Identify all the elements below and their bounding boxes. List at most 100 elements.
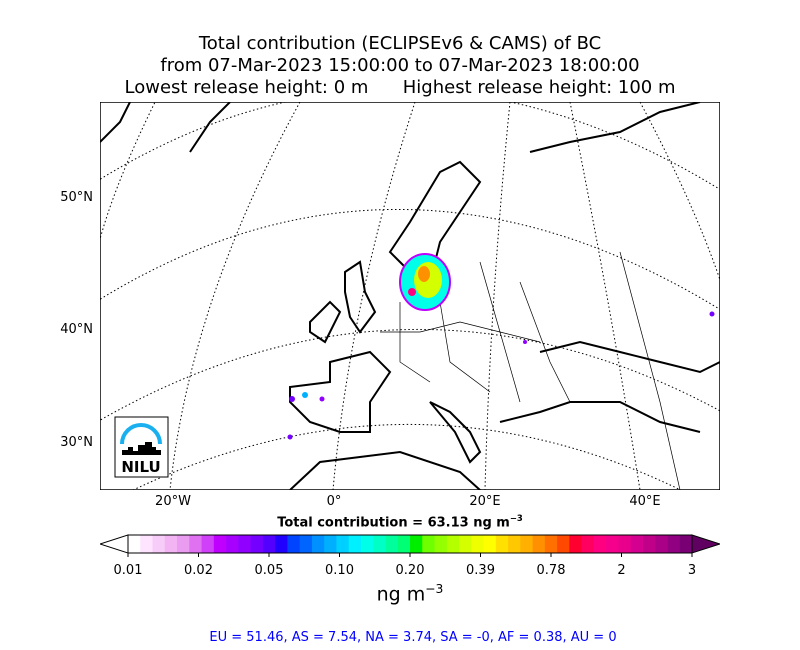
- colorbar-segment: [299, 535, 313, 553]
- region-summary: EU = 51.46, AS = 7.54, NA = 3.74, SA = -…: [209, 630, 617, 645]
- unit-exponent: −3: [425, 582, 444, 596]
- colorbar-segment: [128, 535, 141, 553]
- italy: [429, 401, 482, 464]
- colorbar-segment: [250, 535, 264, 553]
- colorbar-under-arrow: [100, 534, 129, 554]
- country-borders: [380, 251, 681, 490]
- colorbar-segment: [679, 535, 693, 553]
- logo-text: NILU: [121, 458, 160, 476]
- graticule: [100, 102, 720, 490]
- meridian-20w: [169, 102, 301, 490]
- colorbar-unit: ng m−3: [0, 582, 800, 605]
- colorbar-segment: [373, 535, 386, 553]
- colorbar-segment: [422, 535, 436, 553]
- colorbar-segment: [655, 535, 668, 553]
- colorbar-segment: [213, 535, 227, 553]
- meridian-20e: [484, 102, 511, 490]
- lon-label-20w: 20°W: [155, 494, 191, 509]
- colorbar-title-text: Total contribution = 63.13 ng m: [277, 515, 510, 531]
- colorbar-segment: [630, 535, 644, 553]
- colorbar-segment: [459, 535, 472, 553]
- colorbar-segment: [495, 535, 509, 553]
- colorbar-segment: [348, 535, 362, 553]
- title-line-3: Lowest release height: 0 m Highest relea…: [124, 77, 676, 98]
- meridian-0: [332, 102, 416, 490]
- concentration-plume: [287, 253, 715, 440]
- colorbar-segment: [446, 535, 460, 553]
- colorbar-segment: [262, 535, 276, 553]
- colorbar-segment: [336, 535, 350, 553]
- colorbar: [100, 534, 720, 557]
- colorbar-segment: [606, 535, 619, 553]
- great-britain: [344, 260, 377, 334]
- meridian-40w: [100, 102, 156, 242]
- colorbar-segment: [569, 535, 583, 553]
- lat-label-30n: 30°N: [60, 435, 93, 450]
- ireland: [309, 300, 342, 344]
- colorbar-segment: [385, 535, 399, 553]
- meridian-40e: [569, 102, 641, 490]
- colorbar-segment: [177, 535, 190, 553]
- colorbar-tick-label: 0.10: [325, 563, 354, 578]
- logo-arc: [120, 423, 162, 445]
- colorbar-segment: [201, 535, 215, 553]
- colorbar-segment: [544, 535, 558, 553]
- colorbar-segment: [275, 535, 288, 553]
- colorbar-segment: [593, 535, 607, 553]
- colorbar-segment: [287, 535, 301, 553]
- colorbar-segment: [397, 535, 411, 553]
- colorbar-tick-label: 3: [687, 563, 697, 578]
- colorbar-segment: [140, 535, 154, 553]
- parallel-50n: [100, 209, 720, 311]
- colorbar-segment: [226, 535, 239, 553]
- colorbar-segment: [532, 535, 546, 553]
- colorbar-tick-label: 0.78: [536, 563, 566, 578]
- parallel-30n: [132, 423, 682, 490]
- colorbar-over-arrow: [691, 534, 720, 554]
- lon-label-40e: 40°E: [629, 494, 661, 509]
- colorbar-segment: [520, 535, 534, 553]
- colorbar-segment: [508, 535, 521, 553]
- colorbar-segment: [238, 535, 252, 553]
- lat-label-40n: 40°N: [60, 322, 93, 337]
- colorbar-segment: [311, 535, 325, 553]
- unit-text: ng m: [376, 583, 426, 606]
- colorbar-segment: [557, 535, 570, 553]
- colorbar-segment: [152, 535, 166, 553]
- meridian-60e: [639, 102, 720, 282]
- lon-label-0: 0°: [326, 494, 342, 509]
- colorbar-tick-label: 0.05: [254, 563, 284, 578]
- lon-label-20e: 20°E: [469, 494, 501, 509]
- colorbar-tick-label: 0.39: [466, 563, 495, 578]
- parallel-60n: [100, 102, 720, 191]
- colorbar-segment: [360, 535, 374, 553]
- colorbar-segment: [434, 535, 448, 553]
- iberia-france: [289, 350, 392, 433]
- colorbar-segment: [189, 535, 203, 553]
- colorbar-tick-label: 0.01: [113, 563, 143, 578]
- colorbar-tick-label: 0.20: [395, 563, 425, 578]
- map-panel: NILU: [100, 102, 720, 490]
- colorbar-segment: [471, 535, 485, 553]
- black-sea: [539, 340, 720, 374]
- colorbar-segment: [618, 535, 632, 553]
- colorbar-title-exponent: −3: [509, 513, 523, 523]
- title-line-2: from 07-Mar-2023 15:00:00 to 07-Mar-2023…: [160, 55, 640, 76]
- title-line-1: Total contribution (ECLIPSEv6 & CAMS) of…: [198, 33, 602, 54]
- nilu-logo: NILU: [114, 416, 169, 478]
- colorbar-segment: [324, 535, 337, 553]
- colorbar-segment: [581, 535, 595, 553]
- turkey: [499, 401, 701, 433]
- colorbar-segment: [483, 535, 497, 553]
- colorbar-segment: [642, 535, 656, 553]
- coastlines: [100, 102, 720, 490]
- colorbar-title: Total contribution = 63.13 ng m−3: [0, 513, 800, 530]
- colorbar-segment: [164, 535, 178, 553]
- colorbar-segment: [667, 535, 681, 553]
- north-africa: [289, 450, 481, 490]
- colorbar-tick-label: 2: [617, 563, 626, 578]
- lat-label-50n: 50°N: [60, 190, 93, 205]
- colorbar-segment: [410, 535, 423, 553]
- colorbar-tick-label: 0.02: [184, 563, 213, 578]
